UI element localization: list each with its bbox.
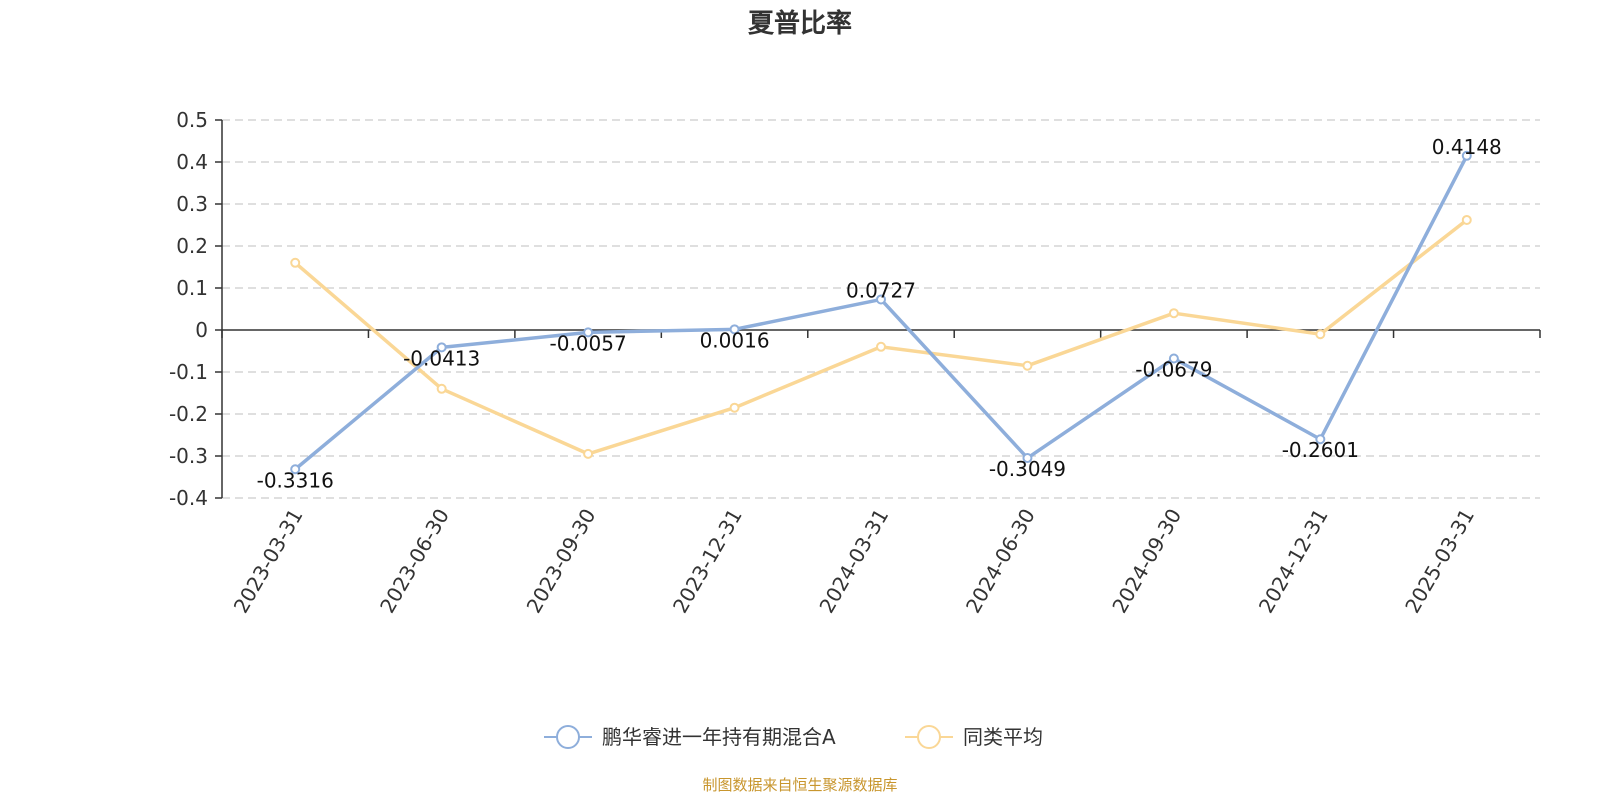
grid-lines bbox=[222, 119, 1540, 499]
axes: 0.5 0.4 0.3 0.2 0.1 0 -0.1 -0.2 -0.3 -0.4 2023-03-… bbox=[169, 108, 1541, 618]
data-label: 0.0727 bbox=[846, 278, 916, 302]
series-1-point[interactable] bbox=[1168, 308, 1179, 319]
y-tick-label: -0.1 bbox=[169, 360, 208, 384]
series-0-point[interactable] bbox=[729, 324, 740, 335]
data-label: -0.2601 bbox=[1282, 438, 1359, 462]
series-0-point[interactable] bbox=[876, 294, 886, 305]
series-0-point[interactable] bbox=[436, 342, 447, 353]
data-label: 0.4148 bbox=[1432, 135, 1502, 159]
series-lines bbox=[290, 150, 1472, 475]
x-tick-label: 2024-03-31 bbox=[814, 505, 893, 618]
y-tick-label: -0.4 bbox=[169, 486, 208, 510]
x-tick-label: 2023-12-31 bbox=[668, 505, 747, 618]
legend-marker-fund bbox=[556, 725, 580, 749]
data-label: -0.0413 bbox=[403, 346, 480, 370]
data-label: -0.3049 bbox=[989, 457, 1066, 481]
legend-item-fund[interactable]: 鹏华睿进一年持有期混合A bbox=[544, 725, 836, 749]
series-0-point[interactable] bbox=[583, 327, 594, 338]
y-tick-label: 0.2 bbox=[176, 234, 208, 258]
x-tick-label: 2023-09-30 bbox=[522, 505, 601, 618]
series-0-point[interactable] bbox=[1461, 150, 1472, 161]
legend-marker-average bbox=[917, 725, 941, 749]
series-1-point[interactable] bbox=[290, 257, 301, 268]
series-0-point[interactable] bbox=[1022, 453, 1033, 464]
series-1-point[interactable] bbox=[729, 402, 740, 413]
y-tick-label: 0.1 bbox=[176, 276, 208, 300]
data-labels: -0.3316 -0.0413 -0.0057 0.0016 0.0727 -0.3049… bbox=[257, 135, 1502, 492]
x-tick-label: 2023-06-30 bbox=[375, 504, 454, 617]
series-1-point[interactable] bbox=[1022, 360, 1033, 371]
legend[interactable]: 鹏华睿进一年持有期混合A 同类平均 bbox=[544, 725, 1043, 749]
y-tick-label: 0.4 bbox=[176, 150, 208, 174]
x-tick-label: 2025-03-31 bbox=[1400, 505, 1479, 618]
series-1-point[interactable] bbox=[436, 383, 447, 394]
series-line-0 bbox=[294, 154, 1469, 471]
legend-item-average[interactable]: 同类平均 bbox=[905, 725, 1043, 749]
series-line-1 bbox=[294, 218, 1468, 456]
series-0-point[interactable] bbox=[1168, 353, 1179, 364]
series-1-point[interactable] bbox=[1315, 329, 1326, 340]
legend-label-fund: 鹏华睿进一年持有期混合A bbox=[602, 725, 836, 749]
data-label: -0.0057 bbox=[550, 331, 627, 355]
series-1-point[interactable] bbox=[583, 448, 594, 459]
data-label: 0.0016 bbox=[700, 328, 770, 352]
x-tick-label: 2024-09-30 bbox=[1107, 505, 1186, 618]
series-1-point[interactable] bbox=[1461, 214, 1472, 225]
x-tick-label: 2024-06-30 bbox=[961, 505, 1040, 618]
legend-label-average: 同类平均 bbox=[963, 725, 1043, 749]
y-tick-label: 0.5 bbox=[176, 108, 208, 132]
series-0-point[interactable] bbox=[1315, 434, 1326, 445]
y-tick-label: -0.3 bbox=[169, 444, 208, 468]
y-tick-label: 0.3 bbox=[176, 192, 208, 216]
series-0-point[interactable] bbox=[290, 464, 301, 475]
x-tick-label: 2023-03-31 bbox=[229, 505, 308, 618]
data-label: -0.0679 bbox=[1135, 358, 1212, 382]
data-label: -0.3316 bbox=[257, 468, 334, 492]
series-1-point[interactable] bbox=[876, 341, 886, 352]
y-tick-label: -0.2 bbox=[169, 402, 208, 426]
y-tick-label: 0 bbox=[195, 318, 208, 342]
source-note: 制图数据来自恒生聚源数据库 bbox=[702, 776, 897, 794]
chart-title: 夏普比率 bbox=[748, 8, 852, 39]
x-tick-label: 2024-12-31 bbox=[1254, 505, 1333, 618]
